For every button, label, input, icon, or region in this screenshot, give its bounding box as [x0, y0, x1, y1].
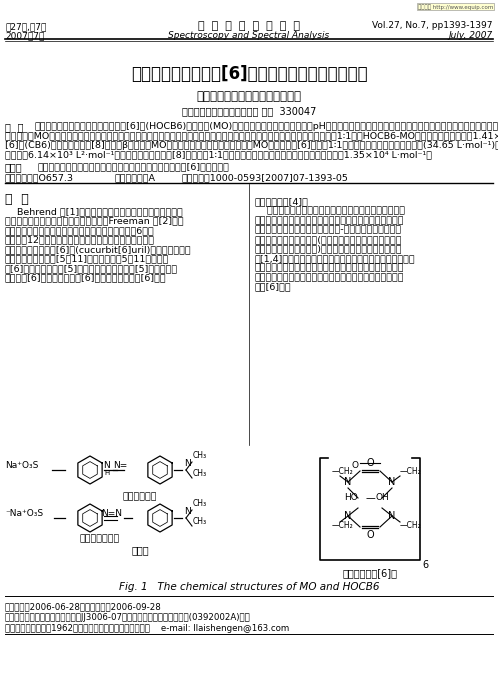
Text: Fig. 1   The chemical structures of MO and HOCB6: Fig. 1 The chemical structures of MO and…: [119, 582, 379, 592]
Text: 脲单元经12个亚甲基连接起来的一种大环化合物。其外形: 脲单元经12个亚甲基连接起来的一种大环化合物。其外形: [5, 236, 155, 245]
Text: —CH₂: —CH₂: [400, 468, 422, 477]
Text: CH₃: CH₃: [193, 468, 207, 477]
Text: OH: OH: [375, 493, 389, 502]
Text: 引  言: 引 言: [5, 193, 29, 206]
Text: N: N: [104, 460, 111, 469]
Text: 采用紫外和荧光光谱法研究羟基葫芦[6]脲(HOCB6)与甲基橙(MO)之间的包结作用，考察了溶液的pH值、常见有机溶剂和表面活性剂等对该包结物的形成及荧光强度的: 采用紫外和荧光光谱法研究羟基葫芦[6]脲(HOCB6)与甲基橙(MO)之间的包结…: [35, 122, 498, 131]
Text: N: N: [388, 477, 396, 487]
Text: N: N: [184, 459, 191, 468]
Text: 基金项目：江西省教育基金项目（JJ3006-07）和江西省自然科学基金项目(0392002A)资助: 基金项目：江西省教育基金项目（JJ3006-07）和江西省自然科学基金项目(03…: [5, 613, 251, 622]
Text: 红色（酸式）: 红色（酸式）: [123, 492, 157, 501]
Text: N: N: [344, 511, 352, 521]
Text: 烷并葫芦[6]脲，二苯基葫芦[6]脲和十二羟基葫芦[6]脲等: 烷并葫芦[6]脲，二苯基葫芦[6]脲和十二羟基葫芦[6]脲等: [5, 274, 167, 283]
Text: 甲基橙: 甲基橙: [131, 545, 149, 555]
Text: 控[1,4]等许多领域有广泛的应用潜力。与环糊精和杯芳烃相: 控[1,4]等许多领域有广泛的应用潜力。与环糊精和杯芳烃相: [255, 254, 416, 263]
Text: 元[6]以及十四葡萄糖[5]脲，五环己烷并葡萄糖[5]脲，六环己: 元[6]以及十四葡萄糖[5]脲，五环己烷并葡萄糖[5]脲，六环己: [5, 264, 178, 273]
Text: Behrend 等[1]报道甘脲和甲醛在磷盐酸中的反应，产物: Behrend 等[1]报道甘脲和甲醛在磷盐酸中的反应，产物: [5, 207, 183, 216]
Text: 光  谱  学  与  光  谱  分  析: 光 谱 学 与 光 谱 分 析: [198, 21, 300, 31]
Text: 光谱法研究羟基葫芦[6]脲与甲基橙的分子识别作用: 光谱法研究羟基葫芦[6]脲与甲基橙的分子识别作用: [130, 65, 368, 83]
Text: 第27卷,第7期: 第27卷,第7期: [5, 22, 46, 31]
Text: —: —: [365, 493, 375, 503]
Text: 离子、中性分子和图离子)、分子组装、行水处理和药物释: 离子、中性分子和图离子)、分子组装、行水处理和药物释: [255, 245, 402, 254]
Text: —CH₂: —CH₂: [332, 468, 354, 477]
Text: 十二羟基葫芦[6]脲: 十二羟基葫芦[6]脲: [343, 568, 397, 578]
Text: ⁻Na⁺O₃S: ⁻Na⁺O₃S: [5, 509, 43, 518]
Text: Na⁺O₃S: Na⁺O₃S: [5, 462, 38, 471]
Text: 文章编号：1000-0593[2007]07-1393-05: 文章编号：1000-0593[2007]07-1393-05: [182, 173, 349, 182]
Text: N=N: N=N: [102, 509, 123, 518]
Text: 摘  要: 摘 要: [5, 122, 23, 132]
Text: 比，由于葫芦脲的衍生和提纯难度较大，对这类新型主体分: 比，由于葫芦脲的衍生和提纯难度较大，对这类新型主体分: [255, 263, 404, 272]
Text: N: N: [184, 507, 191, 515]
Text: 经热的硫磺酸处理，可得一环状化合物。Freeman 等[2]重新: 经热的硫磺酸处理，可得一环状化合物。Freeman 等[2]重新: [5, 216, 184, 225]
Text: HO: HO: [344, 493, 358, 502]
Text: July, 2007: July, 2007: [449, 31, 493, 40]
Text: 阴离子的键合位点；可以通过离子-偶极和氢键等作用键合: 阴离子的键合位点；可以通过离子-偶极和氢键等作用键合: [255, 225, 402, 234]
Text: 李来生，葛小辉，黄志兵，李艳平: 李来生，葛小辉，黄志兵，李艳平: [197, 90, 301, 103]
Text: CH₃: CH₃: [193, 500, 207, 509]
Text: 子的加入，MO荧光增强且蓝移，说明客体被纳入主体分子的疏水性穴腔，形成内包结物。主客体分子之间主要通过疏水作用形成1∶1型的HOCB6-MO包结物，其包结常数为: 子的加入，MO荧光增强且蓝移，说明客体被纳入主体分子的疏水性穴腔，形成内包结物。…: [5, 131, 498, 140]
Text: 葫芦脲衍生物[4]。: 葫芦脲衍生物[4]。: [255, 197, 309, 206]
Text: 紫外光谱法；荧光光谱法；分子识别；包结作用；羟基葫芦[6]脲；甲基橙: 紫外光谱法；荧光光谱法；分子识别；包结作用；羟基葫芦[6]脲；甲基橙: [38, 162, 230, 171]
Text: 葫芦[6]脲。: 葫芦[6]脲。: [255, 283, 292, 292]
Text: 收稿日期：2006-06-28，修订日期：2006-09-28: 收稿日期：2006-06-28，修订日期：2006-09-28: [5, 602, 162, 611]
Text: 2007年7月: 2007年7月: [5, 31, 44, 40]
Text: 的葫芦脲系列有葫芦[5～11]脲，分别含有5～11个甘脲单: 的葫芦脲系列有葫芦[5～11]脲，分别含有5～11个甘脲单: [5, 254, 169, 263]
Text: CH₃: CH₃: [193, 516, 207, 525]
Text: 关键词: 关键词: [5, 162, 22, 172]
Text: O: O: [366, 530, 374, 540]
Text: H: H: [105, 470, 110, 476]
Text: —CH₂: —CH₂: [332, 522, 354, 531]
Text: 作者简介：李来生，1962年生，南昌大学分析测试中心教授    e-mail: llaishengen@163.com: 作者简介：李来生，1962年生，南昌大学分析测试中心教授 e-mail: lla…: [5, 624, 289, 633]
Text: 黄色（偶氮式）: 黄色（偶氮式）: [80, 534, 120, 543]
Text: 葫芦脲具有刚性的穴腔结构，腔内具有疏水性，能通过: 葫芦脲具有刚性的穴腔结构，腔内具有疏水性，能通过: [255, 207, 405, 216]
Text: N: N: [344, 477, 352, 487]
Text: O: O: [366, 458, 374, 468]
Text: N: N: [388, 511, 396, 521]
Text: 研究了这一反应，并鉴定了产物的结构，证明它是由6个甘: 研究了这一反应，并鉴定了产物的结构，证明它是由6个甘: [5, 226, 155, 235]
Text: 中图分类号：O657.3: 中图分类号：O657.3: [5, 173, 74, 182]
Text: Spectroscopy and Spectral Analysis: Spectroscopy and Spectral Analysis: [168, 31, 330, 40]
Text: 疏水作用包结某些有机分子；两端口有多个羰基环绕，形成: 疏水作用包结某些有机分子；两端口有多个羰基环绕，形成: [255, 216, 404, 225]
Text: 免费文献 http://www.equip.com: 免费文献 http://www.equip.com: [418, 4, 493, 10]
Text: 文献标识码：A: 文献标识码：A: [115, 173, 156, 182]
Text: 离子和分子。在分子识别(客体主要包括有机酸离子、金属: 离子和分子。在分子识别(客体主要包括有机酸离子、金属: [255, 235, 402, 244]
Text: 结常数为6.14×10³ L²·mol⁻¹；与对二甲氨基甲基杯[8]芳烃形成1∶1型的外包结物，导致荧光强烈猝灭，包结常数为1.35×10⁴ L·mol⁻¹。: 结常数为6.14×10³ L²·mol⁻¹；与对二甲氨基甲基杯[8]芳烃形成1∶…: [5, 151, 432, 160]
Text: —CH₂: —CH₂: [400, 522, 422, 531]
Text: [6]脲(CB6)、对二甲氨基苯[8]芳烃和β环糊精与MO的作用进行比较，荧光实验表明，MO也能与葫芦[6]脲形成1∶1型的内包结物，但包结常数较小(34.65: [6]脲(CB6)、对二甲氨基苯[8]芳烃和β环糊精与MO的作用进行比较，荧光实…: [5, 141, 498, 150]
Text: 子的分子识别功能研究较少，目前研究较多的仍是易合成的: 子的分子识别功能研究较少，目前研究较多的仍是易合成的: [255, 273, 404, 282]
Text: CH₃: CH₃: [193, 451, 207, 460]
Text: O: O: [352, 462, 359, 471]
Text: N=: N=: [113, 462, 127, 471]
Text: 类似南瓜故名为葫芦[6]脲(cucurbit[6]uril)。至今，已合成: 类似南瓜故名为葫芦[6]脲(cucurbit[6]uril)。至今，已合成: [5, 245, 192, 254]
Text: 南昌大学分析测试中心，江西 南昌  330047: 南昌大学分析测试中心，江西 南昌 330047: [182, 106, 316, 116]
Text: Vol.27, No.7, pp1393-1397: Vol.27, No.7, pp1393-1397: [373, 21, 493, 30]
Text: 6: 6: [422, 560, 428, 570]
